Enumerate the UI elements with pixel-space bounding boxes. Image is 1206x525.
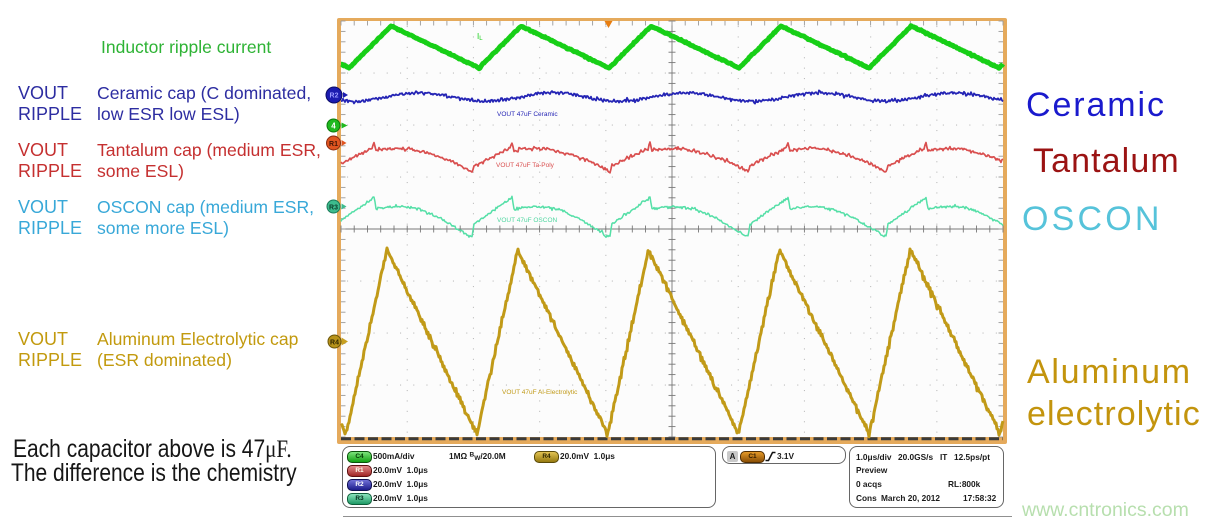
svg-text:VOUT 47uF Al-Electrolytic: VOUT 47uF Al-Electrolytic: [502, 389, 578, 396]
svg-text:R2: R2: [330, 93, 339, 100]
svg-text:R4: R4: [330, 340, 339, 347]
svg-text:VOUT 47uF OSCON: VOUT 47uF OSCON: [497, 217, 558, 224]
svg-text:R1: R1: [329, 141, 338, 148]
svg-text:IL: IL: [477, 32, 483, 42]
svg-text:R3: R3: [329, 205, 338, 212]
svg-text:4: 4: [331, 122, 336, 131]
svg-text:VOUT 47uF Ta-Poly: VOUT 47uF Ta-Poly: [496, 162, 555, 169]
svg-text:VOUT 47uF Ceramic: VOUT 47uF Ceramic: [497, 111, 558, 118]
